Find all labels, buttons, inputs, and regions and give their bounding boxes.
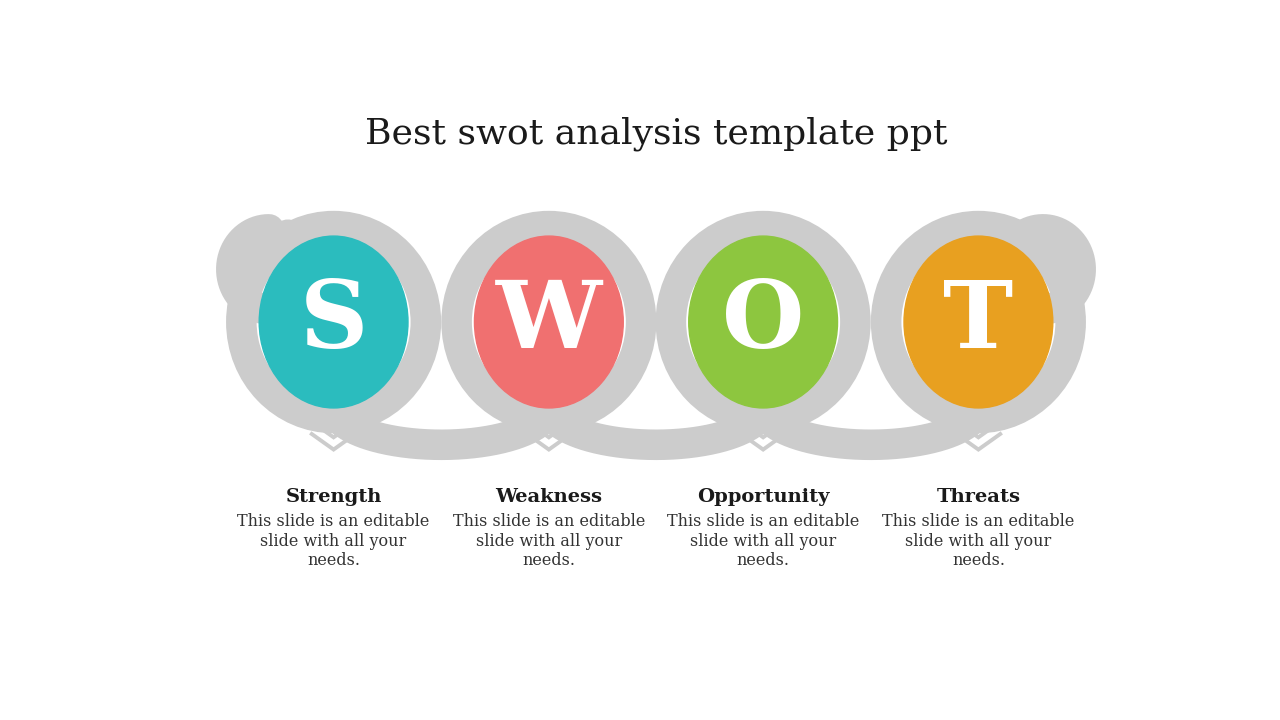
Text: This slide is an editable
slide with all your
needs.: This slide is an editable slide with all… (667, 513, 859, 570)
Text: Threats: Threats (937, 488, 1020, 506)
Text: Strength: Strength (285, 488, 381, 506)
Text: This slide is an editable
slide with all your
needs.: This slide is an editable slide with all… (453, 513, 645, 570)
Ellipse shape (689, 236, 837, 408)
Ellipse shape (260, 236, 408, 408)
Text: O: O (722, 277, 804, 367)
Text: W: W (495, 277, 602, 367)
Ellipse shape (904, 236, 1052, 408)
Text: S: S (300, 277, 367, 367)
Ellipse shape (475, 236, 623, 408)
Text: T: T (943, 277, 1014, 367)
Text: This slide is an editable
slide with all your
needs.: This slide is an editable slide with all… (882, 513, 1075, 570)
Text: Weakness: Weakness (495, 488, 603, 506)
Text: Best swot analysis template ppt: Best swot analysis template ppt (365, 117, 947, 151)
Text: This slide is an editable
slide with all your
needs.: This slide is an editable slide with all… (237, 513, 430, 570)
Text: Opportunity: Opportunity (696, 488, 829, 506)
